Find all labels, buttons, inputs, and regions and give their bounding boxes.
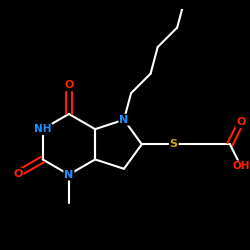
Text: N: N <box>64 170 74 179</box>
Text: OH: OH <box>232 161 250 171</box>
Text: N: N <box>119 115 128 125</box>
Text: O: O <box>236 117 246 127</box>
Text: NH: NH <box>34 124 52 134</box>
Text: O: O <box>13 169 22 179</box>
Text: O: O <box>64 80 74 90</box>
Text: S: S <box>170 139 178 149</box>
